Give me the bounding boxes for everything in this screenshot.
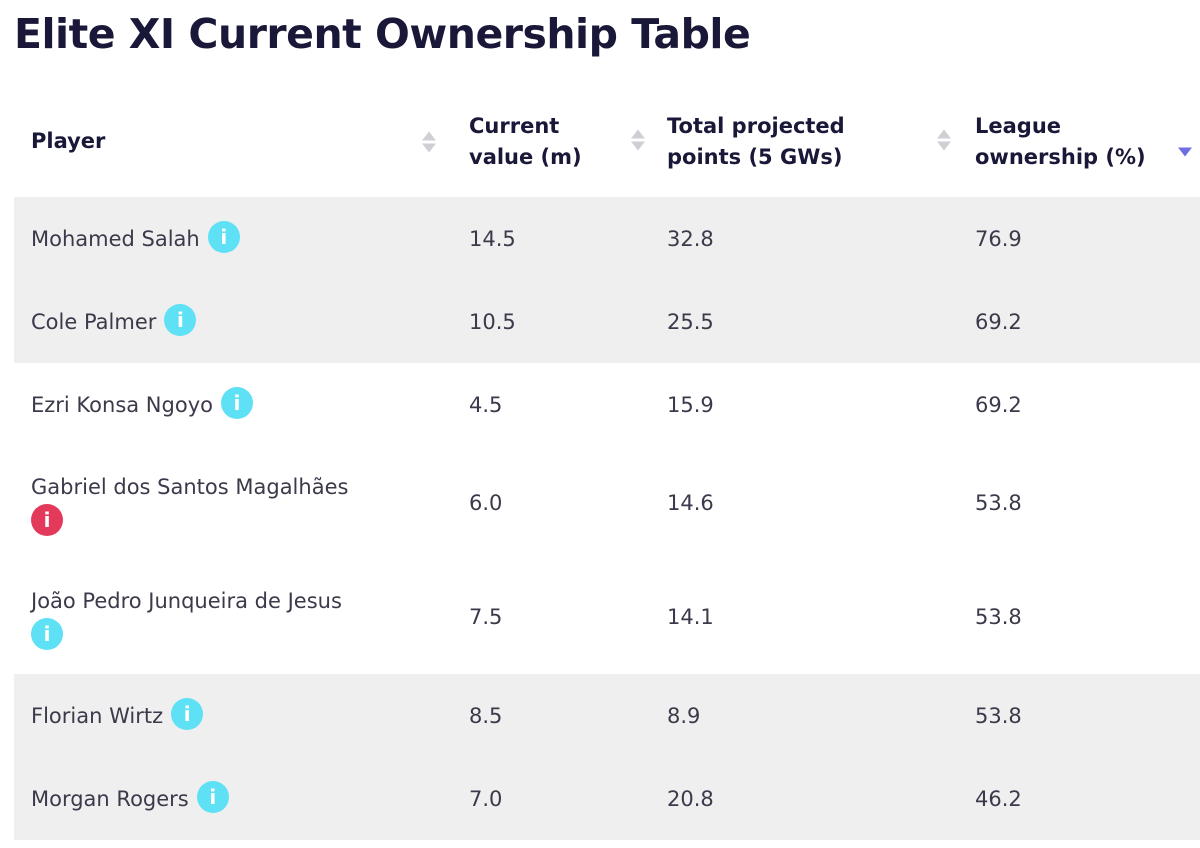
table-row[interactable]: Gabriel dos Santos Magalhães i 6.0 14.6 5… (14, 446, 1200, 560)
info-icon[interactable]: i (31, 617, 63, 650)
current-value-cell: 4.5 (469, 392, 503, 417)
player-name[interactable]: Cole Palmer (31, 310, 157, 334)
column-header-current-value[interactable]: Current value (m) (455, 86, 653, 197)
league-ownership-cell: 46.2 (961, 757, 1200, 840)
current-value-cell: 6.0 (469, 491, 503, 515)
player-name[interactable]: Morgan Rogers (31, 787, 189, 811)
league-ownership-cell: 53.8 (975, 605, 1022, 629)
current-value-cell: 7.0 (455, 757, 653, 840)
column-header-league-ownership[interactable]: League ownership (%) (961, 86, 1200, 197)
column-header-label: Player (31, 129, 106, 153)
info-icon[interactable]: i (196, 781, 229, 813)
sort-descending-icon[interactable] (1178, 136, 1192, 157)
projected-points-cell: 20.8 (653, 757, 961, 840)
league-ownership-cell: 69.2 (975, 392, 1022, 417)
sort-icon[interactable] (631, 129, 645, 151)
player-name[interactable]: Florian Wirtz (31, 704, 164, 728)
alert-info-icon[interactable]: i (31, 503, 63, 536)
player-name[interactable]: Mohamed Salah (31, 227, 200, 251)
column-header-projected-points[interactable]: Total projected points (5 GWs) (653, 86, 961, 197)
projected-points-cell: 25.5 (653, 280, 961, 363)
sort-icon[interactable] (937, 129, 951, 151)
column-header-label: League ownership (%) (975, 113, 1146, 169)
page-title: Elite XI Current Ownership Table (14, 10, 751, 58)
info-icon[interactable]: i (207, 221, 240, 253)
table-row[interactable]: Florian Wirtz i 8.5 8.9 53.8 (14, 674, 1200, 757)
player-name[interactable]: Ezri Konsa Ngoyo (31, 393, 213, 417)
league-ownership-cell: 53.8 (961, 674, 1200, 757)
column-header-label: Current value (m) (469, 113, 582, 169)
current-value-cell: 14.5 (455, 197, 653, 280)
league-ownership-cell: 76.9 (961, 197, 1200, 280)
sort-icon[interactable] (422, 131, 436, 152)
info-icon[interactable]: i (164, 304, 197, 336)
table-row[interactable]: João Pedro Junqueira de Jesus i 7.5 14.1 … (14, 560, 1200, 674)
projected-points-cell: 14.6 (667, 491, 714, 515)
projected-points-cell: 32.8 (653, 197, 961, 280)
current-value-cell: 8.5 (455, 674, 653, 757)
projected-points-cell: 15.9 (667, 392, 714, 417)
league-ownership-cell: 53.8 (975, 491, 1022, 515)
ownership-table: Player Current value (m) Total projected… (14, 86, 1200, 840)
current-value-cell: 7.5 (469, 605, 503, 629)
column-header-player[interactable]: Player (14, 86, 455, 197)
player-name[interactable]: Gabriel dos Santos Magalhães (31, 474, 349, 499)
league-ownership-cell: 69.2 (961, 280, 1200, 363)
table-row[interactable]: Morgan Rogers i 7.0 20.8 46.2 (14, 757, 1200, 840)
table-row[interactable]: Ezri Konsa Ngoyo i 4.5 15.9 69.2 (14, 363, 1200, 446)
table-row[interactable]: Cole Palmer i 10.5 25.5 69.2 (14, 280, 1200, 363)
column-header-label: Total projected points (5 GWs) (667, 113, 845, 169)
table-row[interactable]: Mohamed Salah i 14.5 32.8 76.9 (14, 197, 1200, 280)
projected-points-cell: 8.9 (653, 674, 961, 757)
current-value-cell: 10.5 (455, 280, 653, 363)
player-name[interactable]: João Pedro Junqueira de Jesus (31, 588, 342, 613)
table-header-row: Player Current value (m) Total projected… (14, 86, 1200, 197)
info-icon[interactable]: i (220, 387, 253, 419)
info-icon[interactable]: i (171, 698, 204, 730)
projected-points-cell: 14.1 (667, 605, 714, 629)
